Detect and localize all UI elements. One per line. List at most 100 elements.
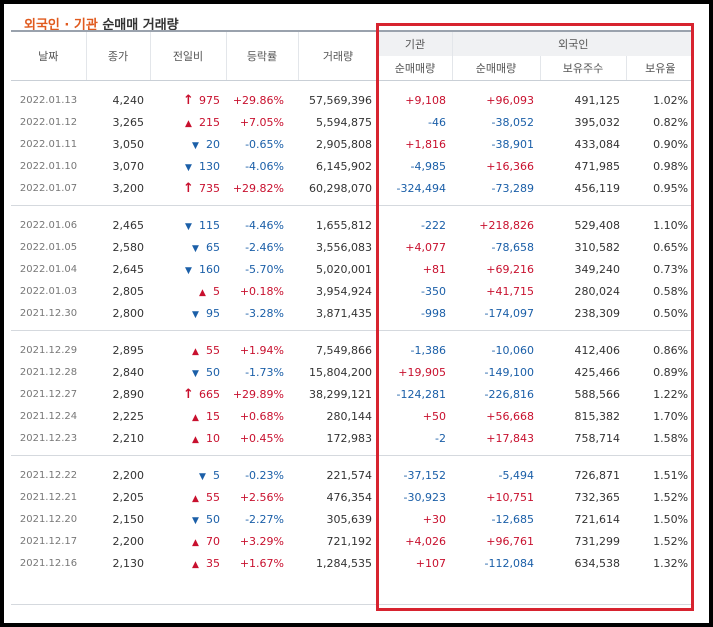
row-close: 2,645	[112, 262, 145, 276]
row-date: 2021.12.16	[19, 557, 78, 569]
row-ratio: 1.10%	[653, 218, 689, 232]
row-change-value: 50	[206, 365, 220, 379]
row-date: 2022.01.11	[19, 138, 78, 150]
row-change: ↑ 735	[150, 177, 226, 199]
triangle-up-icon: ▲	[192, 412, 199, 423]
row-foreign-net: +96,761	[486, 534, 534, 548]
triangle-down-icon: ▼	[185, 265, 192, 276]
triangle-up-icon: ▲	[192, 346, 199, 357]
table-row: 2022.01.12 3,265 ▲ 215 +7.05% 5,594,875 -46 -3…	[11, 111, 694, 133]
header-inst-net: 순매매량	[377, 56, 452, 81]
row-holdings: 758,714	[574, 431, 621, 445]
row-rate: +1.94%	[239, 343, 284, 357]
row-change-value: 215	[199, 115, 220, 129]
row-change: ▲ 55	[150, 486, 226, 508]
row-close: 2,205	[112, 490, 145, 504]
row-date: 2022.01.04	[19, 263, 78, 275]
row-date: 2021.12.27	[19, 388, 78, 400]
header-foreign: 외국인	[451, 30, 695, 56]
row-close: 2,805	[112, 284, 145, 298]
row-foreign-net: -12,685	[491, 512, 534, 526]
row-volume: 38,299,121	[309, 387, 372, 401]
table-row: 2021.12.24 2,225 ▲ 15 +0.68% 280,144 +50 +56,6…	[11, 405, 694, 427]
row-date: 2021.12.22	[19, 469, 78, 481]
table-row: 2021.12.23 2,210 ▲ 10 +0.45% 172,983 -2 +17,84…	[11, 427, 694, 449]
row-foreign-net: +218,826	[479, 218, 534, 232]
row-close: 2,200	[112, 534, 145, 548]
row-foreign-net: +16,366	[486, 159, 534, 173]
row-date: 2022.01.10	[19, 160, 78, 172]
triangle-up-icon: ▲	[192, 559, 199, 570]
row-volume: 721,192	[326, 534, 373, 548]
row-volume: 3,556,083	[316, 240, 372, 254]
table-bottom-border	[11, 604, 694, 605]
row-rate: -2.27%	[245, 512, 284, 526]
row-ratio: 1.22%	[653, 387, 689, 401]
triangle-down-icon: ▼	[185, 221, 192, 232]
row-rate: +29.89%	[232, 387, 284, 401]
header-institution: 기관	[377, 30, 452, 56]
table-row: 2022.01.10 3,070 ▼ 130 -4.06% 6,145,902 -4,98…	[11, 155, 694, 177]
panel-title: 외국인 · 기관 순매매 거래량	[24, 14, 179, 33]
row-holdings: 425,466	[574, 365, 621, 379]
row-change-value: 70	[206, 534, 220, 548]
row-date: 2022.01.03	[19, 285, 78, 297]
row-inst-net: +81	[422, 262, 446, 276]
row-holdings: 634,538	[574, 556, 621, 570]
row-foreign-net: -5,494	[498, 468, 534, 482]
table-row: 2021.12.27 2,890 ↑ 665 +29.89% 38,299,121 -12…	[11, 383, 694, 405]
trading-table: 날짜 종가 전일비 등락률 거래량 기관 외국인 순매매량 순매매량 보유주수 …	[11, 30, 695, 580]
row-ratio: 0.73%	[653, 262, 689, 276]
row-foreign-net: -226,816	[484, 387, 534, 401]
row-rate: +3.29%	[239, 534, 284, 548]
row-foreign-net: +17,843	[486, 431, 534, 445]
row-foreign-net: -38,052	[491, 115, 534, 129]
row-ratio: 1.51%	[653, 468, 689, 482]
row-ratio: 0.50%	[653, 306, 689, 320]
row-holdings: 726,871	[574, 468, 621, 482]
triangle-down-icon: ▼	[192, 243, 199, 254]
row-foreign-net: +41,715	[486, 284, 534, 298]
row-close: 3,070	[112, 159, 145, 173]
row-volume: 1,655,812	[316, 218, 372, 232]
row-rate: +1.67%	[239, 556, 284, 570]
row-close: 2,225	[112, 409, 145, 423]
row-change: ▼ 130	[150, 155, 226, 177]
triangle-up-icon: ▲	[192, 434, 199, 445]
triangle-up-icon: ▲	[199, 287, 206, 298]
header-holdings: 보유주수	[539, 56, 626, 81]
row-change-value: 65	[206, 240, 220, 254]
row-ratio: 1.02%	[653, 93, 689, 107]
table-row: 2022.01.13 4,240 ↑ 975 +29.86% 57,569,396 +9,…	[11, 89, 694, 111]
row-volume: 7,549,866	[316, 343, 372, 357]
header-change: 전일비	[149, 30, 226, 81]
row-ratio: 1.52%	[653, 534, 689, 548]
triangle-down-icon: ▼	[192, 368, 199, 379]
table-row: 2021.12.17 2,200 ▲ 70 +3.29% 721,192 +4,026 +9…	[11, 530, 694, 552]
row-close: 2,210	[112, 431, 145, 445]
row-close: 2,465	[112, 218, 145, 232]
row-rate: -0.65%	[245, 137, 284, 151]
row-rate: -5.70%	[245, 262, 284, 276]
row-inst-net: +30	[422, 512, 446, 526]
row-ratio: 1.50%	[653, 512, 689, 526]
row-inst-net: -998	[421, 306, 446, 320]
row-ratio: 0.89%	[653, 365, 689, 379]
header-date: 날짜	[11, 30, 86, 81]
row-inst-net: -4,985	[410, 159, 446, 173]
title-foreign-institution: 외국인 · 기관	[24, 18, 98, 33]
row-close: 2,130	[112, 556, 145, 570]
row-foreign-net: -112,084	[484, 556, 534, 570]
row-change: ▲ 215	[150, 111, 226, 133]
row-ratio: 0.82%	[653, 115, 689, 129]
row-volume: 3,871,435	[316, 306, 372, 320]
row-volume: 15,804,200	[309, 365, 372, 379]
row-change-value: 35	[206, 556, 220, 570]
table-row: 2021.12.20 2,150 ▼ 50 -2.27% 305,639 +30 -12,6…	[11, 508, 694, 530]
row-close: 2,800	[112, 306, 145, 320]
triangle-down-icon: ▼	[199, 471, 206, 482]
row-change: ↑ 975	[150, 89, 226, 111]
upper-limit-arrow-icon: ↑	[183, 180, 194, 196]
table-row: 2021.12.16 2,130 ▲ 35 +1.67% 1,284,535 +107 -1…	[11, 552, 694, 574]
row-volume: 5,020,001	[316, 262, 372, 276]
